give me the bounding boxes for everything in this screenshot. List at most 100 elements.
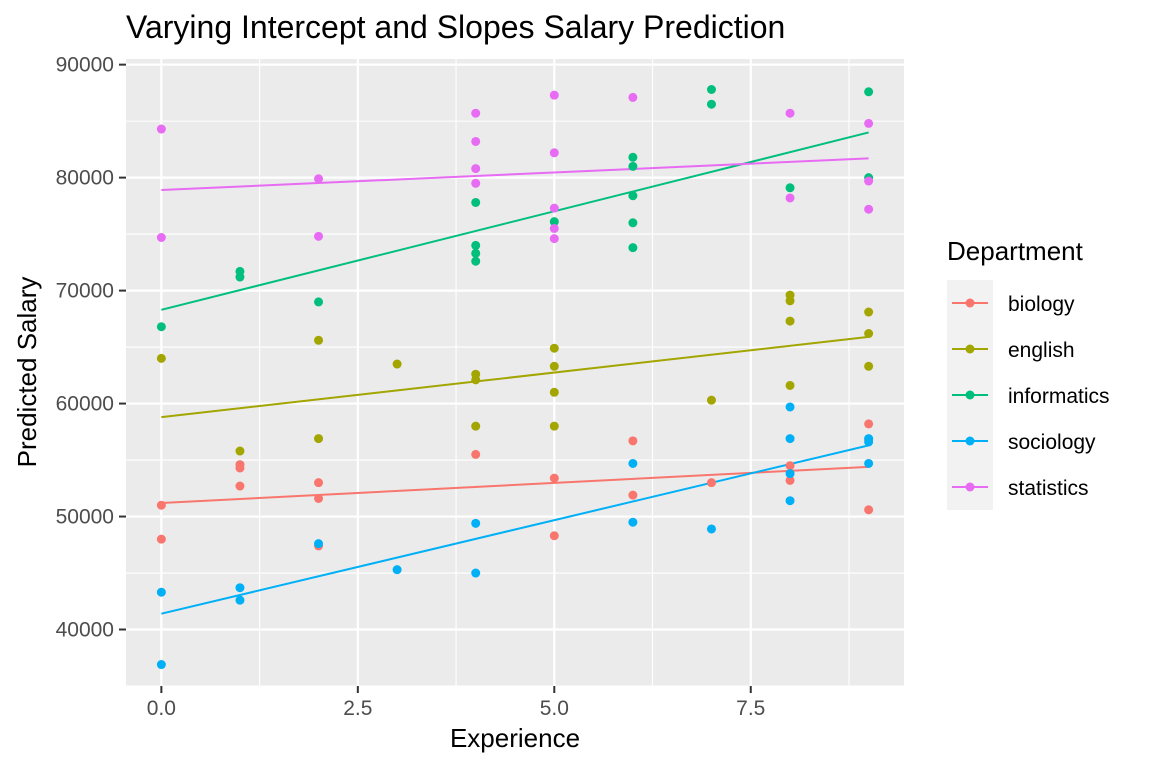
data-point-english: [785, 380, 795, 390]
data-point-informatics: [471, 256, 481, 266]
data-point-sociology: [864, 437, 874, 447]
data-point-statistics: [864, 204, 874, 214]
data-point-statistics: [156, 232, 166, 242]
x-tick-label: 7.5: [736, 697, 765, 720]
legend-label: informatics: [1008, 385, 1110, 408]
regression-line-sociology: [161, 444, 869, 615]
legend-item-informatics: informatics: [952, 385, 1110, 408]
regression-lines: [161, 131, 869, 615]
data-point-informatics: [628, 218, 638, 228]
data-point-sociology: [235, 583, 245, 593]
data-point-biology: [314, 478, 324, 488]
data-point-sociology: [864, 458, 874, 468]
data-point-statistics: [471, 136, 481, 146]
data-point-sociology: [785, 434, 795, 444]
data-point-english: [785, 316, 795, 326]
data-point-english: [549, 343, 559, 353]
data-point-biology: [549, 531, 559, 541]
data-point-statistics: [549, 223, 559, 233]
data-point-biology: [864, 419, 874, 429]
data-point-english: [549, 387, 559, 397]
data-point-sociology: [706, 524, 716, 534]
data-points: [156, 85, 874, 670]
data-point-sociology: [785, 496, 795, 506]
x-axis-title: Experience: [450, 723, 580, 753]
data-point-english: [314, 434, 324, 444]
data-point-statistics: [314, 174, 324, 184]
legend-item-sociology: sociology: [952, 431, 1096, 454]
y-tick-label: 50000: [56, 506, 114, 529]
data-point-informatics: [471, 197, 481, 207]
data-point-biology: [235, 463, 245, 473]
data-point-english: [549, 361, 559, 371]
data-point-informatics: [235, 272, 245, 282]
data-point-statistics: [785, 108, 795, 118]
legend-label: english: [1008, 339, 1075, 362]
data-point-statistics: [471, 164, 481, 174]
data-point-biology: [785, 461, 795, 471]
chart-title: Varying Intercept and Slopes Salary Pred…: [126, 9, 785, 45]
x-tick-label: 5.0: [540, 697, 569, 720]
legend-label: statistics: [1008, 477, 1089, 500]
data-point-statistics: [471, 178, 481, 188]
data-point-sociology: [628, 458, 638, 468]
regression-line-english: [161, 335, 869, 419]
legend-label: sociology: [1008, 431, 1096, 454]
data-point-informatics: [549, 217, 559, 227]
legend-item-statistics: statistics: [952, 477, 1089, 500]
data-point-sociology: [628, 517, 638, 527]
data-point-english: [864, 307, 874, 317]
data-point-sociology: [785, 402, 795, 412]
data-point-informatics: [864, 87, 874, 97]
data-point-english: [156, 353, 166, 363]
data-point-english: [235, 446, 245, 456]
data-point-informatics: [471, 240, 481, 250]
data-point-statistics: [785, 193, 795, 203]
x-tick-label: 2.5: [343, 697, 372, 720]
data-point-sociology: [314, 539, 324, 549]
data-point-informatics: [628, 243, 638, 253]
data-point-sociology: [471, 568, 481, 578]
data-point-sociology: [785, 469, 795, 479]
x-axis-tick-labels: 0.0 2.5 5.0 7.5: [147, 697, 766, 720]
data-point-informatics: [628, 191, 638, 201]
data-point-biology: [785, 475, 795, 485]
data-point-biology: [156, 534, 166, 544]
data-point-sociology: [235, 595, 245, 605]
data-point-biology: [471, 449, 481, 459]
data-point-sociology: [471, 518, 481, 528]
y-tick-label: 40000: [56, 619, 114, 642]
data-point-statistics: [549, 148, 559, 158]
legend: Department biology english informatics soci…: [947, 236, 1110, 510]
data-point-biology: [549, 473, 559, 483]
data-point-informatics: [156, 322, 166, 332]
legend-key-point: [965, 344, 975, 354]
data-point-sociology: [156, 660, 166, 670]
data-point-statistics: [549, 203, 559, 213]
data-point-biology: [864, 505, 874, 515]
data-point-biology: [628, 436, 638, 446]
data-point-informatics: [628, 161, 638, 171]
data-point-english: [471, 375, 481, 385]
data-point-statistics: [628, 92, 638, 102]
data-point-statistics: [864, 118, 874, 128]
legend-key-point: [965, 482, 975, 492]
data-point-biology: [314, 493, 324, 503]
minor-gridlines: [126, 59, 904, 687]
data-point-statistics: [156, 124, 166, 134]
data-point-statistics: [864, 176, 874, 186]
y-axis-title: Predicted Salary: [12, 277, 42, 468]
data-point-sociology: [392, 565, 402, 575]
y-tick-label: 80000: [56, 167, 114, 190]
data-point-english: [314, 335, 324, 345]
legend-item-biology: biology: [952, 293, 1075, 316]
data-point-statistics: [549, 90, 559, 100]
data-point-informatics: [706, 85, 716, 95]
x-tick-label: 0.0: [147, 697, 176, 720]
y-tick-label: 60000: [56, 393, 114, 416]
data-point-english: [706, 395, 716, 405]
data-point-informatics: [785, 183, 795, 193]
data-point-informatics: [471, 248, 481, 258]
data-point-biology: [235, 481, 245, 491]
